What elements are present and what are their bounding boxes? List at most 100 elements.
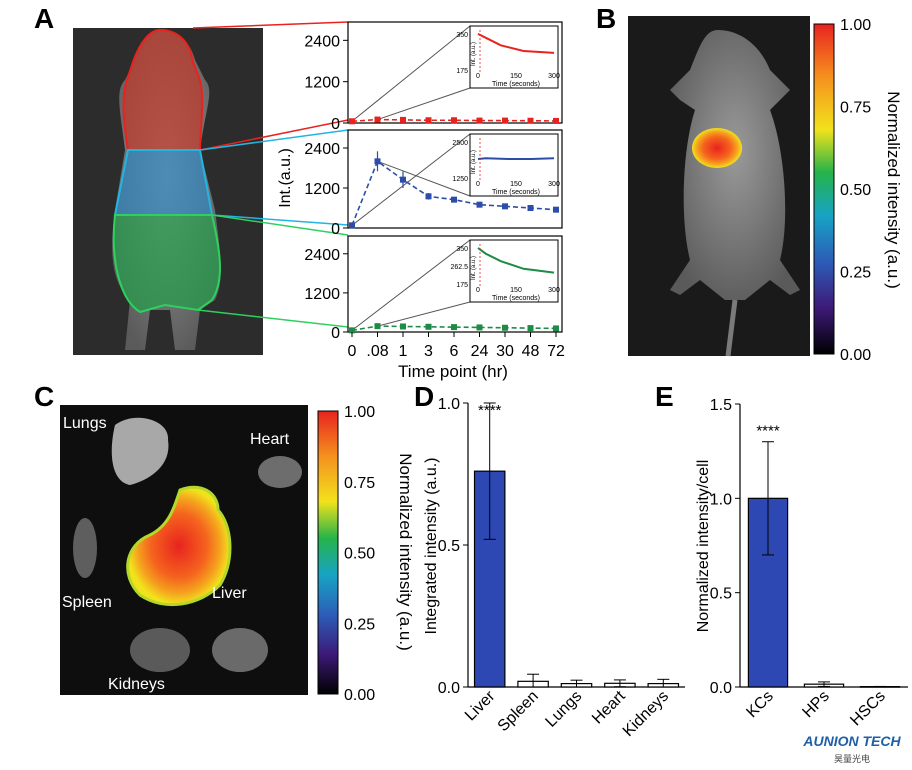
plot-a-series-line-2 [351, 325, 557, 332]
colorbar-b-tick-4: 1.00 [840, 17, 871, 34]
plot-a-inset-ytick-2-2: 350 [456, 246, 468, 253]
plot-a-ytick-label-0-0: 0 [331, 116, 340, 133]
plot-a-inset-xtick-2-0: 0 [476, 287, 480, 294]
panel-e-ytick-label-1: 0.5 [710, 586, 732, 603]
connector-lower-top [211, 214, 349, 236]
plot-a-point-2-4 [451, 324, 457, 331]
plot-a-inset-xlabel-2: Time (seconds) [492, 295, 540, 302]
panel-d-significance: **** [478, 402, 502, 419]
plot-a-point-1-6 [502, 203, 508, 210]
plot-a-point-0-3 [425, 117, 432, 124]
plot-a-point-2-1 [374, 323, 381, 330]
plot-a-inset-connector-top-2 [351, 239, 471, 331]
plot-a-inset-xtick-1-1: 150 [510, 181, 522, 188]
panel-e-ytick-label-3: 1.5 [710, 397, 732, 414]
plot-a-inset-connector-bottom-2 [377, 301, 471, 327]
plot-a-inset-ylabel-0: Int. (a.u.) [471, 42, 477, 66]
watermark-subtext: 昊量光电 [834, 753, 870, 764]
plot-a-point-0-1 [374, 116, 381, 123]
plot-a-point-1-2 [400, 176, 406, 183]
organ-spleen [73, 518, 97, 578]
plot-a-point-1-5 [476, 201, 483, 208]
plot-a-xtick-label-1: .08 [366, 343, 388, 360]
plot-a-ytick-label-0-1: 1200 [304, 75, 340, 92]
plot-a-ytick-label-1-0: 0 [331, 221, 340, 238]
plot-a-point-1-3 [425, 193, 432, 200]
plot-a-inset-xlabel-1: Time (seconds) [492, 189, 540, 196]
panel-e-xtick-label-2: HSCs [847, 688, 889, 730]
plot-a-ytick-label-2-2: 2400 [304, 247, 340, 264]
organ-kidney-left [130, 628, 190, 672]
organ-liver-signal [126, 485, 232, 607]
plot-a-inset-xtick-0-2: 300 [548, 73, 560, 80]
plot-a-ytick-label-2-0: 0 [331, 325, 340, 342]
organ-kidney-right [212, 628, 268, 672]
plot-a-inset-connector-bottom-0 [377, 87, 471, 121]
colorbar-c-label: Normalized intensity (a.u.) [396, 453, 415, 650]
panel-a-ylabel: Int.(a.u.) [277, 148, 294, 208]
plot-a-xtick-label-5: 24 [471, 343, 489, 360]
panel-b: B 0.00 0.25 0.50 0.75 1.00 Normalized intens… [596, 3, 903, 364]
plot-a-point-0-5 [476, 117, 483, 124]
colorbar-c [317, 410, 339, 695]
plot-a-inset-xtick-0-0: 0 [476, 73, 480, 80]
panel-label-a: A [34, 3, 54, 34]
plot-a-point-1-1 [374, 158, 381, 165]
colorbar-c-tick-1: 0.25 [344, 616, 375, 633]
plot-a-point-1-8 [553, 206, 559, 213]
colorbar-b-tick-1: 0.25 [840, 265, 871, 282]
colorbar-c-tick-4: 1.00 [344, 404, 375, 421]
organ-label-lungs: Lungs [63, 415, 107, 432]
mouse-tail-b [725, 299, 738, 357]
organ-label-kidneys: Kidneys [108, 676, 165, 693]
plot-a-inset-connector-bottom-1 [377, 160, 471, 197]
plot-a-inset-xtick-1-2: 300 [548, 181, 560, 188]
panel-e-chart: 0.0 0.5 1.0 1.5 KCs **** HPs HSCs [710, 397, 908, 729]
plot-a-xtick-label-2: 1 [399, 343, 408, 360]
colorbar-b-tick-0: 0.00 [840, 347, 871, 364]
panel-d-xtick-label-2: Lungs [542, 688, 585, 731]
plot-a-xtick-label-7: 48 [522, 343, 540, 360]
panel-label-d: D [414, 381, 434, 412]
plot-a-xtick-label-3: 3 [424, 343, 433, 360]
panel-a: A Int.(a.u.) Time point (hr) 012002400Ti… [34, 3, 565, 381]
plot-a-inset-ytick-0-1: 350 [456, 32, 468, 39]
plot-a-inset-ytick-1-1: 2500 [452, 140, 468, 147]
plot-a-point-2-0 [349, 327, 355, 334]
plot-a-inset-xtick-1-0: 0 [476, 181, 480, 188]
plot-a-inset-connector-top-1 [351, 133, 471, 226]
mouse-body-b [670, 30, 800, 300]
plot-a-point-0-7 [527, 117, 534, 124]
plot-a-ytick-label-1-2: 2400 [304, 141, 340, 158]
roi-lower [112, 214, 221, 314]
roi-abdomen [113, 149, 214, 216]
plot-a-point-2-2 [400, 323, 406, 330]
plot-a-point-0-8 [553, 117, 559, 124]
connector-head-top [192, 21, 349, 29]
plot-a-ytick-label-2-1: 1200 [304, 286, 340, 303]
panel-c: C Lungs Heart Spleen Liver Kidneys 0.000… [34, 381, 415, 704]
plot-a-inset-xtick-2-1: 150 [510, 287, 522, 294]
panel-d-xtick-label-0: Liver [462, 687, 499, 724]
plot-a-xtick-label-8: 72 [547, 343, 565, 360]
plot-a-point-2-3 [425, 323, 432, 330]
organ-heart [258, 456, 302, 488]
plot-a-point-0-4 [451, 117, 457, 124]
organ-label-liver: Liver [212, 585, 247, 602]
organ-label-spleen: Spleen [62, 594, 112, 611]
plot-a-point-2-5 [476, 324, 483, 331]
plot-a-point-0-6 [502, 117, 508, 124]
panel-e-ytick-label-0: 0.0 [710, 680, 732, 697]
connector-head-bottom [199, 119, 349, 151]
panel-d-xtick-label-4: Kidneys [620, 688, 672, 740]
organ-label-heart: Heart [250, 431, 290, 448]
organ-lungs [111, 417, 169, 485]
plot-a-inset-frame-1 [469, 133, 559, 197]
plot-a-point-2-7 [527, 325, 534, 332]
connector-lower-bottom [197, 309, 349, 328]
panel-d: D Integrated intensity (a.u.) 0.0 0.5 1.0 L… [414, 381, 685, 740]
plot-a-point-2-8 [553, 325, 559, 332]
plot-a-inset-ylabel-2: Int. (a.u.) [471, 256, 477, 280]
plot-a-frame-2 [347, 235, 563, 333]
colorbar-c-tick-2: 0.50 [344, 546, 375, 563]
